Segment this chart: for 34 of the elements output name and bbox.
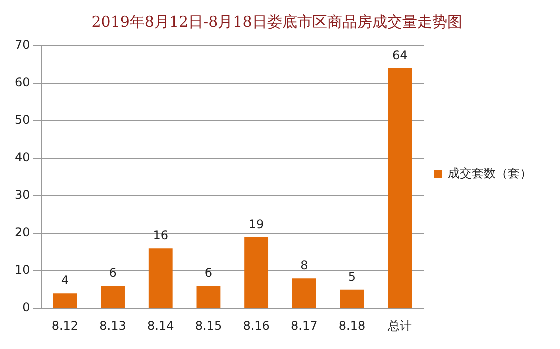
x-tick-label: 8.13: [100, 318, 126, 333]
data-label: 6: [204, 266, 213, 280]
y-tick-label: 10: [14, 263, 30, 278]
bar: [388, 68, 412, 308]
chart-title: 2019年8月12日-8月18日娄底市区商品房成交量走势图: [92, 12, 462, 31]
legend-label: 成交套数（套）: [448, 166, 532, 181]
data-label: 5: [348, 270, 356, 284]
bar: [101, 286, 125, 308]
data-label: 19: [248, 217, 264, 232]
y-tick-label: 20: [14, 226, 30, 240]
y-tick-label: 60: [14, 76, 30, 90]
x-tick-label: 8.16: [243, 318, 270, 333]
data-label: 6: [109, 266, 117, 280]
x-tick-label: 8.14: [148, 318, 174, 333]
bar: [53, 294, 78, 308]
bar: [340, 290, 364, 308]
x-tick-label: 8.17: [291, 318, 318, 333]
y-tick-label: 0: [22, 300, 30, 315]
y-tick-label: 70: [14, 38, 30, 52]
bar: [244, 237, 269, 308]
data-label: 16: [153, 228, 169, 243]
data-label: 4: [61, 274, 70, 288]
y-tick-label: 30: [14, 188, 30, 202]
x-tick-label: 8.12: [52, 318, 79, 333]
x-tick-label: 总计: [387, 318, 412, 333]
data-label: 8: [300, 258, 308, 273]
bar: [196, 286, 221, 308]
y-tick-label: 50: [14, 113, 30, 128]
bar: [292, 278, 316, 308]
data-label: 64: [392, 48, 408, 63]
x-tick-label: 8.15: [195, 318, 222, 333]
x-tick-label: 8.18: [338, 318, 366, 333]
y-tick-label: 40: [14, 150, 30, 165]
bar: [148, 248, 173, 308]
